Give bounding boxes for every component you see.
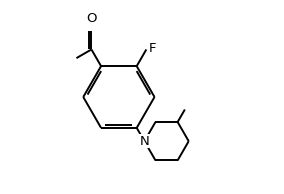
Text: O: O	[86, 12, 97, 25]
Text: F: F	[149, 42, 156, 55]
Text: N: N	[139, 135, 149, 148]
